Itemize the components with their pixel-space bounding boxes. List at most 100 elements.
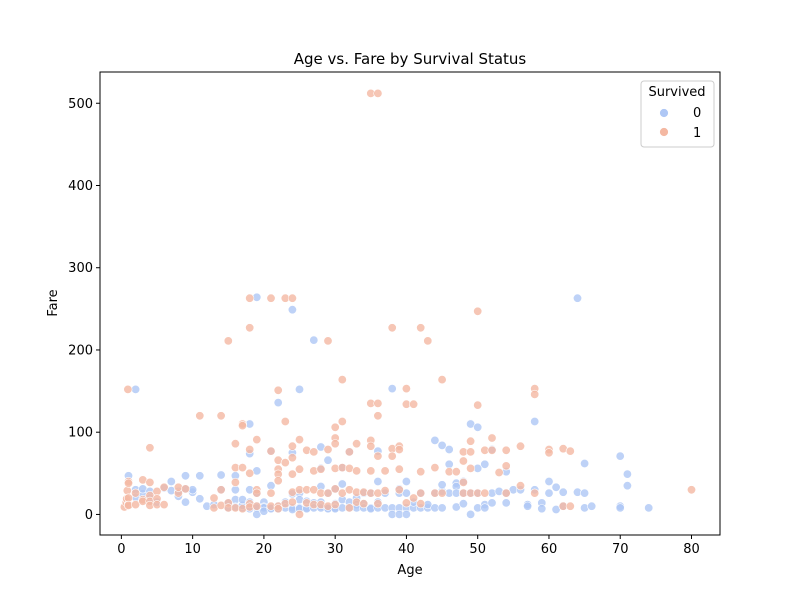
x-axis: 0 10 20 30 40 50 60 70 80 [117, 535, 700, 557]
legend-box [640, 80, 715, 148]
legend-label-0: 0 [693, 106, 701, 121]
data-point-survived-1 [359, 499, 369, 509]
data-point-survived-1 [230, 439, 240, 449]
data-point-survived-1 [123, 384, 133, 394]
data-point-survived-1 [473, 306, 483, 316]
data-point-survived-1 [530, 488, 540, 498]
data-point-survived-1 [294, 464, 304, 474]
data-point-survived-0 [480, 503, 490, 513]
y-axis: 0 100 200 300 400 500 [68, 97, 100, 523]
data-point-survived-1 [344, 503, 354, 513]
data-point-survived-1 [287, 469, 297, 479]
data-point-survived-0 [501, 498, 511, 508]
data-point-survived-0 [587, 501, 597, 511]
data-point-survived-0 [273, 398, 283, 408]
data-point-survived-0 [166, 476, 176, 486]
y-tick-label: 300 [68, 261, 93, 276]
x-tick-label: 10 [184, 542, 201, 557]
data-point-survived-1 [387, 451, 397, 461]
data-point-survived-0 [287, 305, 297, 315]
data-point-survived-0 [466, 509, 476, 519]
data-point-survived-1 [294, 435, 304, 445]
data-point-survived-0 [580, 488, 590, 498]
chart-title: Age vs. Fare by Survival Status [294, 50, 527, 68]
data-point-survived-1 [294, 509, 304, 519]
data-point-survived-1 [458, 456, 468, 466]
x-tick-label: 50 [469, 542, 486, 557]
data-point-survived-1 [466, 447, 476, 457]
data-point-survived-0 [181, 471, 191, 481]
plot-frame [99, 71, 721, 536]
data-point-survived-1 [466, 463, 476, 473]
data-point-survived-1 [159, 500, 169, 510]
data-point-survived-1 [266, 446, 276, 456]
data-point-survived-1 [266, 488, 276, 498]
data-point-survived-1 [287, 293, 297, 303]
data-point-survived-1 [416, 488, 426, 498]
legend-marker-0 [659, 108, 669, 118]
data-point-survived-0 [615, 451, 625, 461]
data-point-survived-1 [344, 447, 354, 457]
data-point-survived-0 [480, 459, 490, 469]
x-tick-label: 40 [398, 542, 415, 557]
data-point-survived-1 [487, 433, 497, 443]
data-point-survived-0 [373, 476, 383, 486]
data-point-survived-1 [323, 336, 333, 346]
data-point-survived-1 [544, 448, 554, 458]
x-tick-label: 60 [541, 542, 558, 557]
data-point-survived-1 [416, 467, 426, 477]
data-point-survived-0 [622, 481, 632, 491]
data-point-survived-1 [159, 482, 169, 492]
data-point-survived-0 [195, 494, 205, 504]
data-point-survived-1 [216, 411, 226, 421]
data-point-survived-1 [245, 444, 255, 454]
data-point-survived-1 [373, 411, 383, 421]
data-point-survived-1 [316, 464, 326, 474]
data-point-survived-1 [352, 466, 362, 476]
data-point-survived-1 [416, 323, 426, 333]
data-point-survived-1 [273, 504, 283, 514]
data-point-survived-1 [530, 389, 540, 399]
data-point-survived-0 [337, 479, 347, 489]
legend-title: Survived [648, 85, 705, 100]
data-point-survived-1 [458, 477, 468, 487]
data-point-survived-0 [195, 471, 205, 481]
data-point-survived-1 [330, 500, 340, 510]
data-point-survived-1 [330, 439, 340, 449]
data-point-survived-1 [280, 458, 290, 468]
data-point-survived-0 [387, 384, 397, 394]
data-point-survived-1 [266, 293, 276, 303]
data-point-survived-1 [216, 485, 226, 495]
y-tick-label: 400 [68, 179, 93, 194]
x-tick-label: 80 [683, 542, 700, 557]
data-point-survived-1 [565, 446, 575, 456]
data-point-survived-1 [409, 399, 419, 409]
data-point-survived-1 [487, 445, 497, 455]
data-point-survived-0 [444, 444, 454, 454]
data-point-survived-1 [394, 485, 404, 495]
data-point-survived-1 [181, 484, 191, 494]
data-point-survived-1 [252, 488, 262, 498]
data-point-survived-1 [337, 375, 347, 385]
data-point-survived-1 [195, 411, 205, 421]
y-tick-label: 100 [68, 426, 93, 441]
data-point-survived-0 [437, 440, 447, 450]
x-tick-label: 20 [256, 542, 273, 557]
data-point-survived-1 [416, 499, 426, 509]
data-point-survived-1 [565, 501, 575, 511]
data-point-survived-1 [501, 461, 511, 471]
data-point-survived-0 [181, 497, 191, 507]
data-point-survived-0 [401, 509, 411, 519]
data-point-survived-0 [294, 384, 304, 394]
data-point-survived-1 [131, 488, 141, 498]
data-point-survived-0 [437, 480, 447, 490]
data-point-survived-0 [216, 470, 226, 480]
y-axis-label: Fare [46, 289, 61, 316]
data-point-survived-0 [572, 293, 582, 303]
data-point-survived-1 [373, 88, 383, 98]
data-point-survived-1 [686, 485, 696, 495]
data-point-survived-1 [245, 293, 255, 303]
data-point-survived-1 [373, 499, 383, 509]
data-point-survived-1 [145, 477, 155, 487]
data-point-survived-1 [501, 488, 511, 498]
